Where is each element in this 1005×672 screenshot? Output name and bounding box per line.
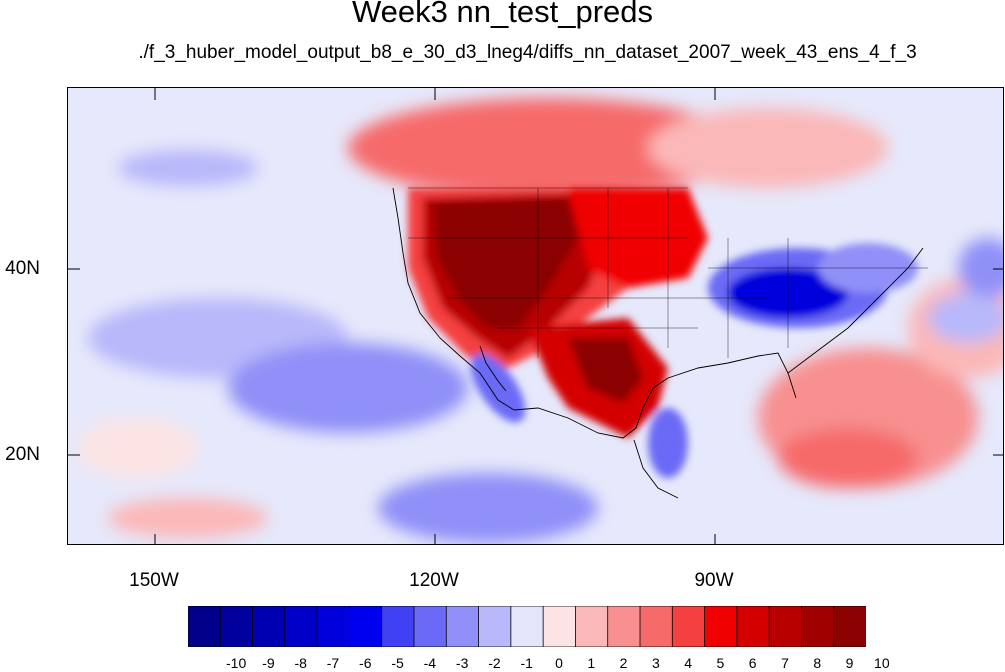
colorbar-swatch <box>413 606 448 647</box>
baja-peninsula <box>479 345 507 392</box>
colorbar-swatch <box>768 606 803 647</box>
map-heatmap <box>68 88 1003 544</box>
colorbar-tick-label: -3 <box>455 655 469 671</box>
colorbar-tick-label: 0 <box>555 655 563 671</box>
colorbar-swatch <box>445 606 480 647</box>
colorbar-tick-label: 1 <box>587 655 596 671</box>
chart-title: Week3 nn_test_preds <box>351 0 653 29</box>
colorbar-tick-label: 6 <box>748 655 757 671</box>
colorbar-swatch <box>381 606 415 647</box>
colorbar <box>188 606 866 647</box>
colorbar-tick-label: 10 <box>874 655 890 671</box>
colorbar-swatch <box>607 606 641 647</box>
lon-label-120w: 120W <box>409 570 459 591</box>
lat-label-40n: 40N <box>5 258 40 279</box>
baja-blue <box>470 353 526 423</box>
axis-ticks <box>68 88 1003 544</box>
colorbar-swatch <box>704 606 738 647</box>
mexico-core <box>568 338 643 403</box>
colorbar-swatch <box>736 606 771 647</box>
colorbar-tick-label: 9 <box>845 655 854 671</box>
colorbar-tick-label: 2 <box>619 655 628 671</box>
pacific-blue-north <box>118 150 258 186</box>
lon-label-90w: 90W <box>694 570 734 591</box>
us-west-coast <box>392 187 515 411</box>
lat-label-20n: 20N <box>5 444 40 465</box>
canada-red <box>348 98 748 198</box>
colorbar-swatch <box>801 606 835 647</box>
colorbar-tick-label: 7 <box>781 655 789 671</box>
colorbar-tick-label: -5 <box>391 655 404 671</box>
colorbar-swatch <box>639 606 674 647</box>
atlantic-blue-east <box>928 293 1003 343</box>
colorbar-swatch <box>510 606 545 647</box>
colorbar-swatch <box>478 606 512 647</box>
colorbar-swatch <box>542 606 577 647</box>
colorbar-tick-label: -10 <box>226 655 247 671</box>
colorbar-swatch <box>575 606 609 647</box>
colorbar-swatch <box>188 606 222 647</box>
chart-subtitle: ./f_3_huber_model_output_b8_e_30_d3_lneg… <box>138 42 917 63</box>
caribbean-red <box>778 428 918 488</box>
colorbar-tick-label: -1 <box>520 655 533 671</box>
colorbar-tick-label: -7 <box>326 655 340 671</box>
pacific-blue-mexico <box>378 473 598 543</box>
gulf-and-east-coast <box>513 247 924 439</box>
colorbar-tick-label: 5 <box>716 655 725 671</box>
colorbar-tick-label: -9 <box>262 655 275 671</box>
west-us-core <box>433 198 578 328</box>
colorbar-tick-label: -2 <box>488 655 501 671</box>
field-blobs-sharp <box>408 188 918 478</box>
colorbar-tick-label: -8 <box>294 655 307 671</box>
atlantic-blue-north <box>958 238 1003 298</box>
map-plot-area <box>67 87 1004 545</box>
colorbar-swatch <box>833 606 866 647</box>
colorbar-swatch <box>252 606 286 647</box>
canada-pink-east <box>648 108 888 188</box>
colorbar-tick-label: 8 <box>813 655 822 671</box>
lon-label-150w: 150W <box>129 570 179 591</box>
pacific-pink-south <box>108 498 268 538</box>
state-borders <box>408 187 928 358</box>
colorbar-tick-label: 4 <box>684 655 693 671</box>
field-blobs-soft <box>78 98 1003 543</box>
colorbar-tick-label: -4 <box>423 655 437 671</box>
pacific-pink-west <box>78 418 198 478</box>
coastlines <box>392 187 924 499</box>
colorbar-swatch <box>671 606 706 647</box>
colorbar-tick-label: -6 <box>359 655 372 671</box>
colorbar-swatch <box>284 606 319 647</box>
gulf-blue <box>648 408 688 478</box>
colorbar-swatch <box>219 606 254 647</box>
colorbar-swatch <box>349 606 383 647</box>
colorbar-swatch <box>316 606 351 647</box>
pacific-blue-south <box>228 343 468 433</box>
colorbar-tick-label: 3 <box>651 655 660 671</box>
mexico-east-coast <box>633 439 679 499</box>
